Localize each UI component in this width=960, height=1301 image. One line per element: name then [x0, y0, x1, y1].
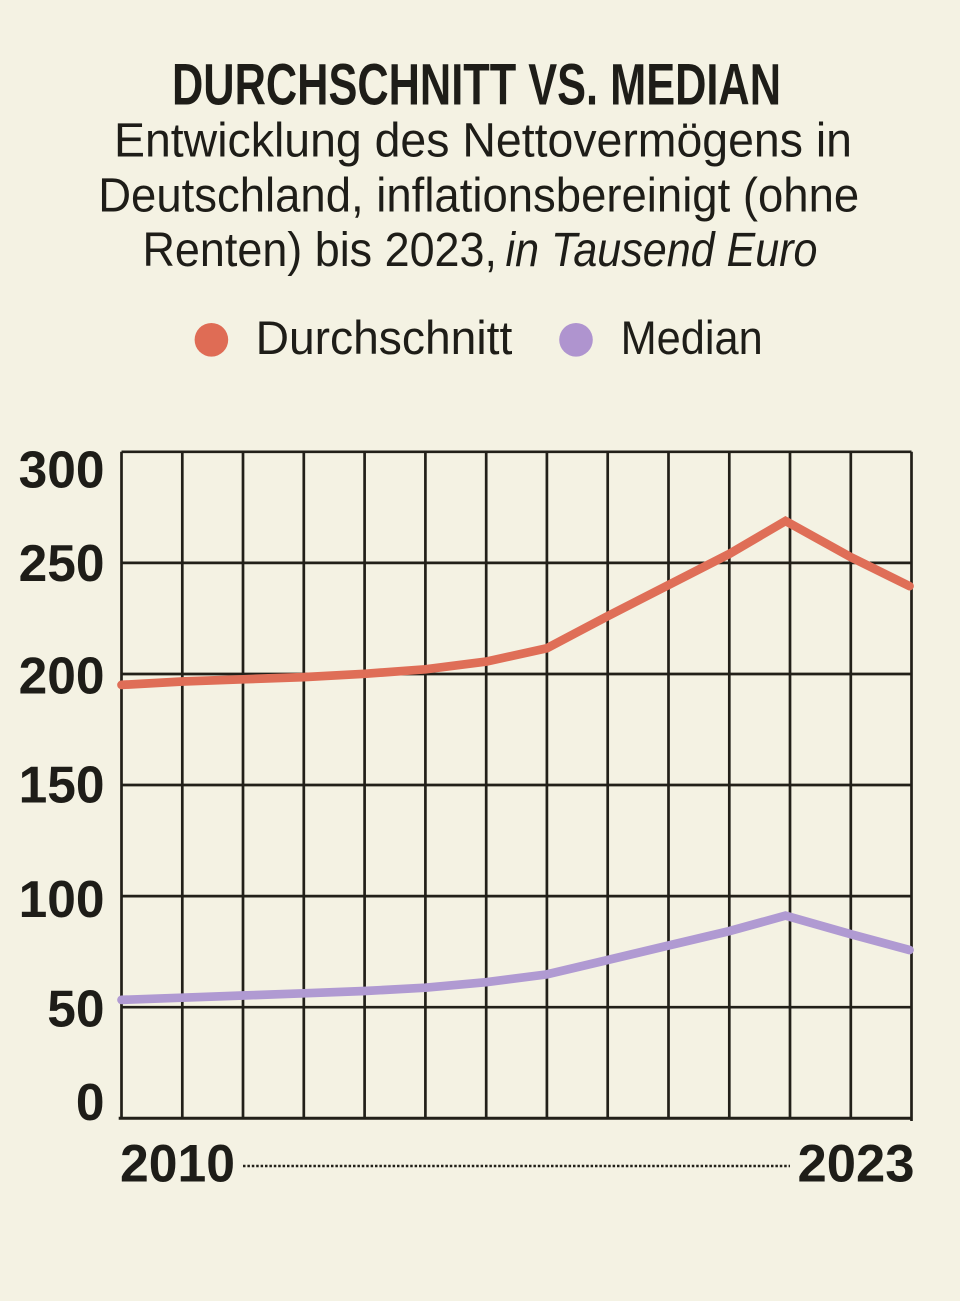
svg-text:100: 100 — [19, 870, 105, 928]
svg-text:Renten) bis 2023,: Renten) bis 2023, — [143, 223, 498, 277]
svg-text:DURCHSCHNITT VS. MEDIAN: DURCHSCHNITT VS. MEDIAN — [172, 53, 781, 118]
svg-text:Median: Median — [621, 311, 763, 364]
svg-text:300: 300 — [19, 440, 105, 498]
svg-text:2023: 2023 — [798, 1135, 915, 1194]
svg-text:150: 150 — [19, 756, 105, 814]
svg-text:200: 200 — [19, 647, 105, 705]
svg-text:2010: 2010 — [120, 1135, 235, 1194]
svg-text:Durchschnitt: Durchschnitt — [256, 311, 513, 364]
svg-text:Entwicklung des Nettovermögens: Entwicklung des Nettovermögens in — [114, 114, 852, 168]
svg-text:50: 50 — [47, 980, 104, 1038]
svg-text:in Tausend Euro: in Tausend Euro — [506, 223, 818, 277]
svg-text:0: 0 — [76, 1073, 105, 1131]
svg-text:Deutschland, inflationsbereini: Deutschland, inflationsbereinigt (ohne — [98, 168, 859, 222]
svg-text:250: 250 — [19, 534, 105, 592]
